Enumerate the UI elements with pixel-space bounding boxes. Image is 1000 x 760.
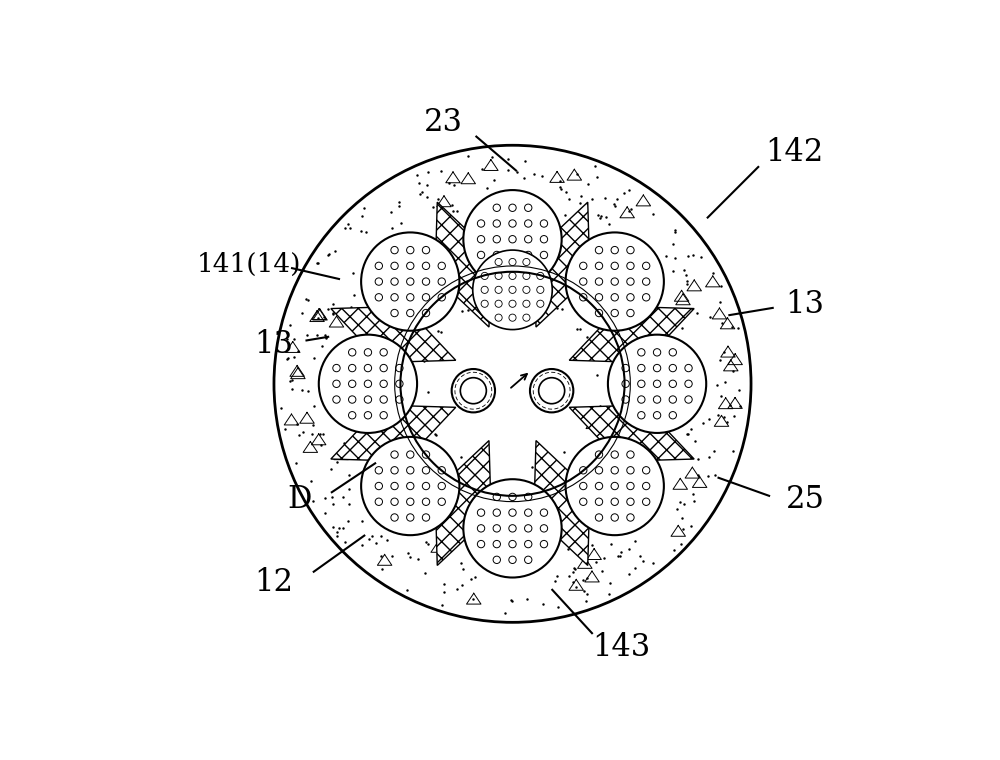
Polygon shape	[331, 405, 456, 461]
Polygon shape	[569, 306, 694, 363]
Text: 143: 143	[592, 632, 650, 663]
Text: 13: 13	[254, 328, 293, 359]
Circle shape	[566, 437, 664, 535]
Circle shape	[566, 233, 664, 331]
Polygon shape	[569, 405, 694, 461]
Polygon shape	[331, 306, 456, 363]
Circle shape	[539, 378, 565, 404]
Circle shape	[460, 378, 486, 404]
Circle shape	[463, 190, 562, 288]
Polygon shape	[534, 441, 590, 565]
Circle shape	[274, 145, 751, 622]
Circle shape	[452, 369, 495, 413]
Polygon shape	[534, 202, 590, 327]
Circle shape	[319, 334, 417, 433]
Circle shape	[463, 480, 562, 578]
Text: D: D	[287, 484, 311, 515]
Text: 142: 142	[765, 137, 824, 168]
Polygon shape	[435, 202, 491, 327]
Circle shape	[530, 369, 573, 413]
Text: 141(14): 141(14)	[196, 252, 301, 277]
Text: 12: 12	[254, 567, 293, 598]
Text: 13: 13	[786, 289, 825, 320]
Text: 23: 23	[424, 106, 463, 138]
Polygon shape	[435, 441, 491, 565]
Circle shape	[361, 437, 459, 535]
Circle shape	[361, 233, 459, 331]
Circle shape	[608, 334, 706, 433]
Text: 25: 25	[786, 484, 825, 515]
Circle shape	[473, 250, 552, 330]
